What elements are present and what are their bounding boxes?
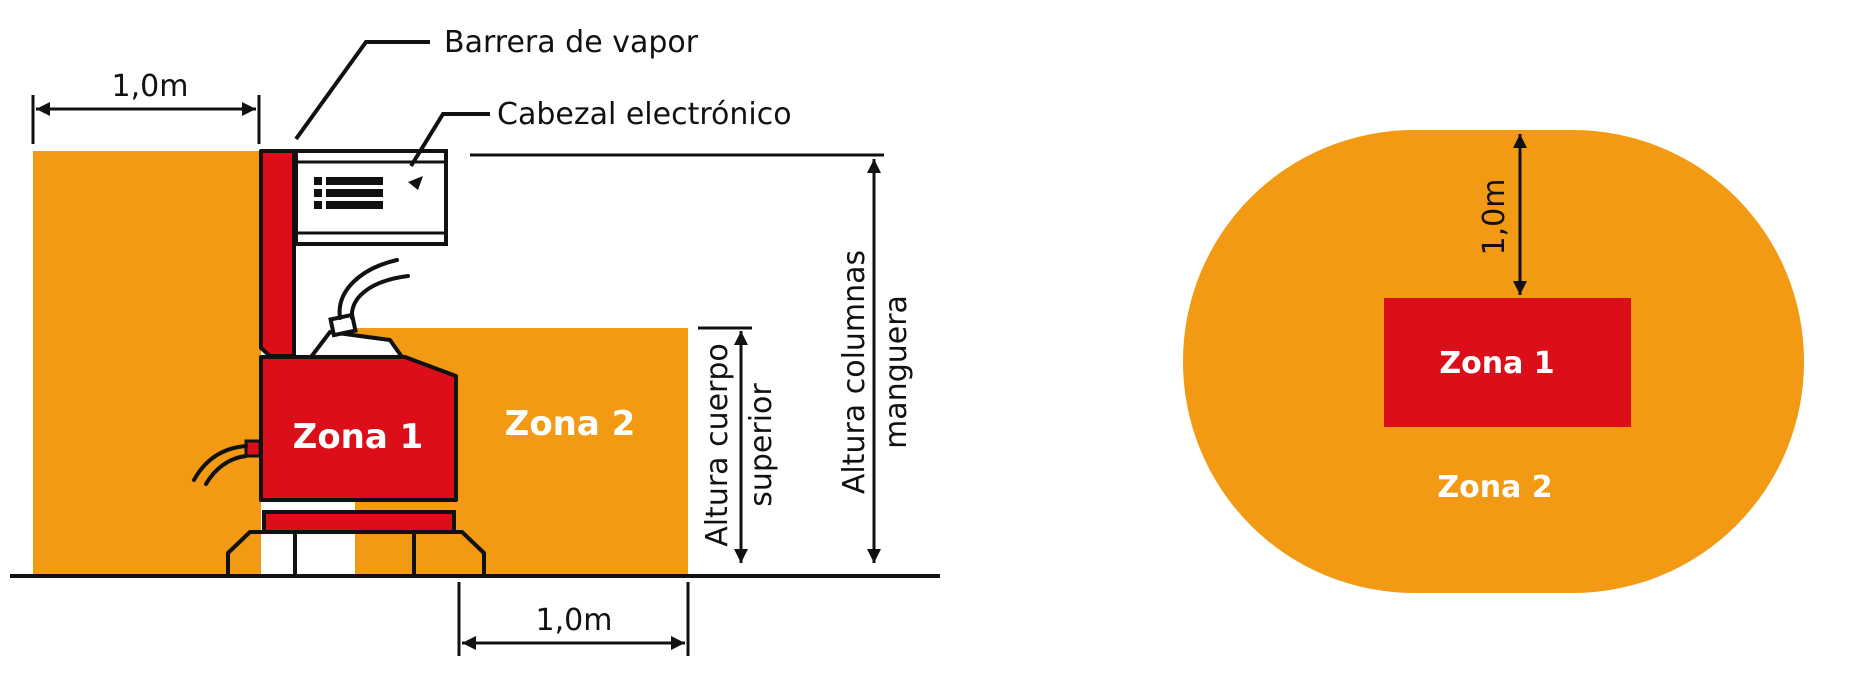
dispenser-plinth [262,510,456,534]
upper-body-height-label-line2: superior [744,383,779,507]
plan-clearance-label: 1,0m [1477,179,1512,256]
vapor-barrier-label: Barrera de vapor [444,25,699,60]
zone2-area-left [33,151,261,575]
plan-view: 1,0m Zona 1 Zona 2 [1183,130,1804,593]
electronic-head [294,149,448,246]
bottom-clearance-label: 1,0m [536,603,613,638]
left-hose-coil [192,439,262,486]
side-zone1-label: Zona 1 [293,417,424,457]
hose-column-height-dimension [470,153,884,563]
hose-column-height-label-line1: Altura columnas [837,250,872,494]
upper-body-height-label-line1: Altura cuerpo [700,343,735,547]
side-view: Barrera de vapor Cabezal electrónico 1,0… [10,25,940,656]
electronic-head-label: Cabezal electrónico [497,97,792,132]
hose-column-height-label-line2: manguera [879,295,914,449]
vapor-barrier-column [259,149,296,358]
electronic-head-leader [409,112,490,168]
top-clearance-label: 1,0m [112,69,189,104]
side-zone2-label: Zona 2 [505,404,636,444]
display-lines-icon [314,177,383,209]
bottom-clearance-dimension [457,582,690,656]
plan-zone1-label: Zona 1 [1439,346,1554,381]
plan-zone1-area [1384,298,1631,427]
top-clearance-dimension [31,95,261,144]
nozzle-assembly [309,258,410,359]
vapor-barrier-leader [294,40,430,141]
upper-body-height-dimension [698,326,752,563]
plan-zone2-label: Zona 2 [1437,470,1552,505]
